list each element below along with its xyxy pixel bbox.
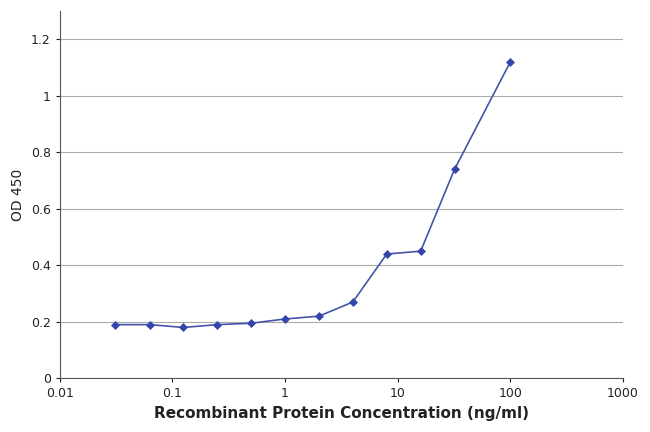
X-axis label: Recombinant Protein Concentration (ng/ml): Recombinant Protein Concentration (ng/ml… — [154, 406, 529, 421]
Y-axis label: OD 450: OD 450 — [11, 168, 25, 221]
